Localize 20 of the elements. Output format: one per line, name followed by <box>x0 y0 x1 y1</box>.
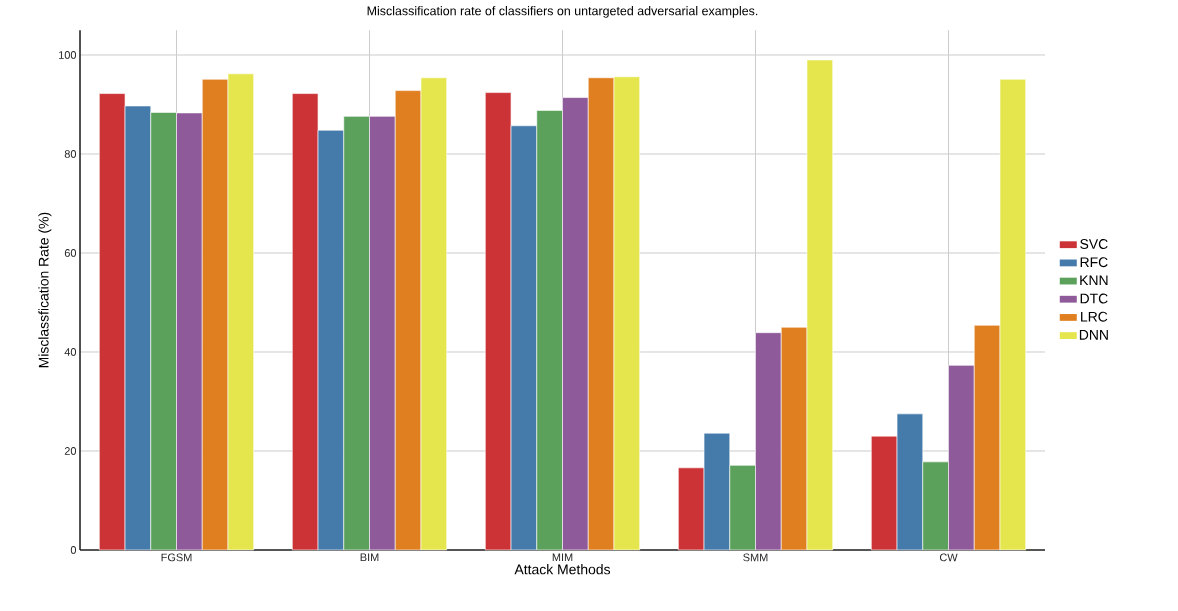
x-tick-label: FGSM <box>161 553 192 562</box>
legend-label: LRC <box>1081 311 1108 322</box>
y-tick-label: 20 <box>64 447 77 455</box>
x-tick-label: CW <box>939 553 958 562</box>
y-tick-label: 80 <box>64 150 77 158</box>
y-tick-label: 100 <box>59 51 77 59</box>
x-tick-label: BIM <box>360 553 379 562</box>
chart-title: Misclassification rate of classifiers on untargeted adversarial examples. <box>367 6 758 18</box>
legend-label: RFC <box>1080 257 1108 268</box>
y-tick-label: 60 <box>64 249 77 257</box>
x-axis-title: Attack Methods <box>514 564 611 575</box>
y-axis-title: Misclassfication Rate (%) <box>38 212 52 368</box>
legend-label: DNN <box>1079 330 1108 340</box>
x-tick-label: MIM <box>552 553 573 562</box>
legend-label: SVC <box>1080 239 1108 249</box>
legend-label: DTC <box>1080 293 1108 304</box>
legend-label: KNN <box>1080 275 1108 286</box>
y-tick-label: 40 <box>64 348 77 356</box>
x-tick-label: SMM <box>743 553 768 562</box>
y-tick-label: 0 <box>70 546 77 554</box>
